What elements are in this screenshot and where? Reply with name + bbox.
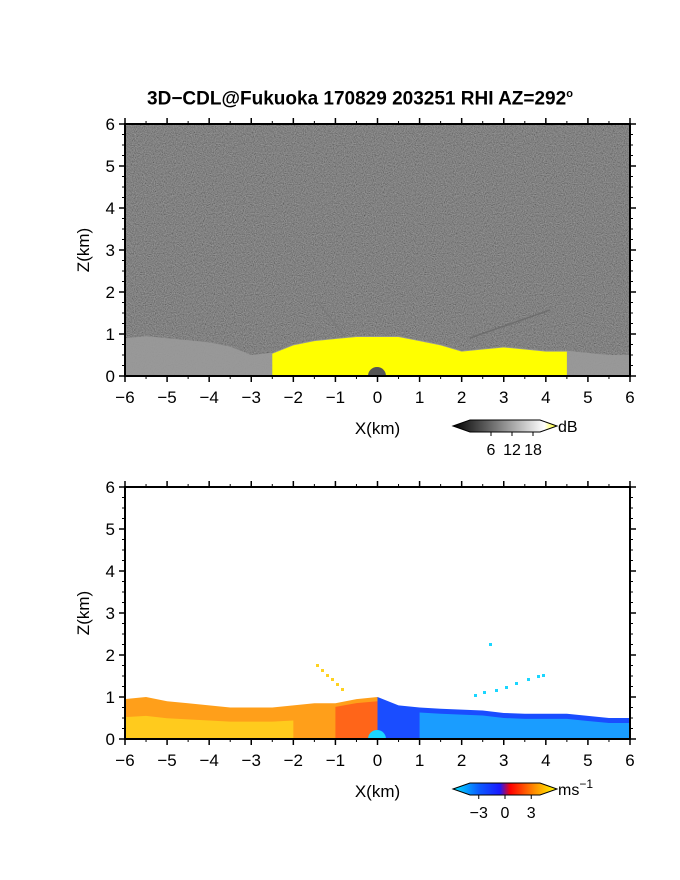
velocity-y-tick-label: 0 — [106, 730, 115, 749]
reflectivity-x-tick-label: 6 — [625, 388, 634, 407]
reflectivity-x-tick-label: 2 — [457, 388, 466, 407]
velocity-strong-negative-region — [419, 712, 630, 739]
reflectivity-x-tick-label: 5 — [583, 388, 592, 407]
reflectivity-colorbar-bar — [451, 419, 559, 433]
velocity-colorbar-unit-base: ms — [558, 782, 579, 799]
velocity-near-zero-positive-strip — [335, 701, 378, 739]
velocity-colorbar-unit: ms−1 — [558, 777, 593, 799]
reflectivity-x-tick-label: 3 — [499, 388, 508, 407]
velocity-y-tick-label: 2 — [106, 646, 115, 665]
velocity-axes: −6 −5 −4 −3 −2 −1 0 1 2 3 4 5 6 0 1 2 3 4 5 6 X(km) Z(km) — [74, 478, 636, 801]
reflectivity-y-tick-label: 5 — [106, 157, 115, 176]
velocity-x-tick-label: −2 — [284, 751, 303, 770]
reflectivity-x-tick-label: 0 — [373, 388, 382, 407]
reflectivity-x-tick-label: −4 — [199, 388, 218, 407]
velocity-colorbar-unit-exp: −1 — [579, 777, 593, 791]
velocity-x-tick-label: 3 — [499, 751, 508, 770]
velocity-x-tick-label: 6 — [625, 751, 634, 770]
reflectivity-panel: −6 −5 −4 −3 −2 −1 0 1 2 3 4 5 6 0 1 2 3 4 5 6 X(km) Z(km) — [74, 115, 636, 438]
velocity-y-tick-label: 4 — [106, 562, 115, 581]
velocity-strong-positive-region — [125, 715, 294, 739]
velocity-colorbar-tick-label: −3 — [470, 805, 488, 822]
reflectivity-ground-echo — [368, 367, 386, 376]
velocity-y-tick-label: 5 — [106, 520, 115, 539]
velocity-scattered-points — [316, 643, 545, 697]
reflectivity-y-tick-label: 3 — [106, 241, 115, 260]
velocity-x-tick-label: 0 — [373, 751, 382, 770]
velocity-y-tick-label: 6 — [106, 478, 115, 497]
velocity-y-axis-label: Z(km) — [74, 591, 93, 635]
velocity-x-tick-label: 5 — [583, 751, 592, 770]
velocity-x-tick-label: 1 — [415, 751, 424, 770]
reflectivity-x-axis-label: X(km) — [355, 419, 400, 438]
chart-title-text: 3D−CDL@Fukuoka 170829 203251 RHI AZ=292 — [147, 88, 567, 110]
velocity-x-tick-label: 4 — [541, 751, 550, 770]
velocity-colorbar-tick-label: 0 — [501, 805, 510, 822]
chart-title: 3D−CDL@Fukuoka 170829 203251 RHI AZ=292o — [0, 88, 680, 110]
reflectivity-strong-echo-region — [272, 336, 567, 376]
reflectivity-faint-beam-left — [317, 301, 346, 338]
velocity-colorbar: ms−1 −3 0 3 — [451, 777, 593, 822]
chart-title-degree: o — [566, 88, 573, 100]
velocity-x-tick-label: −4 — [199, 751, 218, 770]
velocity-x-tick-label: 2 — [457, 751, 466, 770]
velocity-x-tick-label: −6 — [115, 751, 134, 770]
velocity-panel: −6 −5 −4 −3 −2 −1 0 1 2 3 4 5 6 0 1 2 3 4 5 6 X(km) Z(km) — [74, 478, 636, 801]
velocity-colorbar-tick-label: 3 — [527, 805, 536, 822]
reflectivity-x-tick-label: −1 — [326, 388, 345, 407]
reflectivity-y-tick-label: 0 — [106, 367, 115, 386]
reflectivity-faint-beam-right — [469, 309, 551, 339]
velocity-y-tick-label: 3 — [106, 604, 115, 623]
reflectivity-y-axis-label: Z(km) — [74, 228, 93, 272]
reflectivity-colorbar-tick-label: 18 — [524, 442, 542, 459]
reflectivity-x-tick-label: −5 — [157, 388, 176, 407]
reflectivity-colorbar-tick-label: 12 — [503, 442, 521, 459]
velocity-x-axis-label: X(km) — [355, 782, 400, 801]
reflectivity-x-tick-label: 4 — [541, 388, 550, 407]
reflectivity-colorbar: dB 6 12 18 — [451, 419, 578, 459]
velocity-y-tick-label: 1 — [106, 688, 115, 707]
reflectivity-y-tick-label: 6 — [106, 115, 115, 134]
velocity-x-tick-label: −3 — [242, 751, 261, 770]
reflectivity-x-tick-label: 1 — [415, 388, 424, 407]
reflectivity-x-tick-label: −2 — [284, 388, 303, 407]
reflectivity-colorbar-unit: dB — [558, 419, 578, 436]
reflectivity-y-tick-label: 2 — [106, 283, 115, 302]
reflectivity-y-tick-label: 4 — [106, 199, 115, 218]
velocity-x-tick-label: −5 — [157, 751, 176, 770]
reflectivity-noise-texture — [125, 124, 630, 376]
reflectivity-axes: −6 −5 −4 −3 −2 −1 0 1 2 3 4 5 6 0 1 2 3 4 5 6 X(km) Z(km) — [74, 115, 636, 438]
velocity-colorbar-bar — [451, 782, 559, 796]
velocity-x-tick-label: −1 — [326, 751, 345, 770]
reflectivity-x-tick-label: −6 — [115, 388, 134, 407]
reflectivity-y-tick-label: 1 — [106, 325, 115, 344]
velocity-ground-echo — [368, 730, 386, 739]
reflectivity-colorbar-tick-label: 6 — [487, 442, 496, 459]
reflectivity-x-tick-label: −3 — [242, 388, 261, 407]
